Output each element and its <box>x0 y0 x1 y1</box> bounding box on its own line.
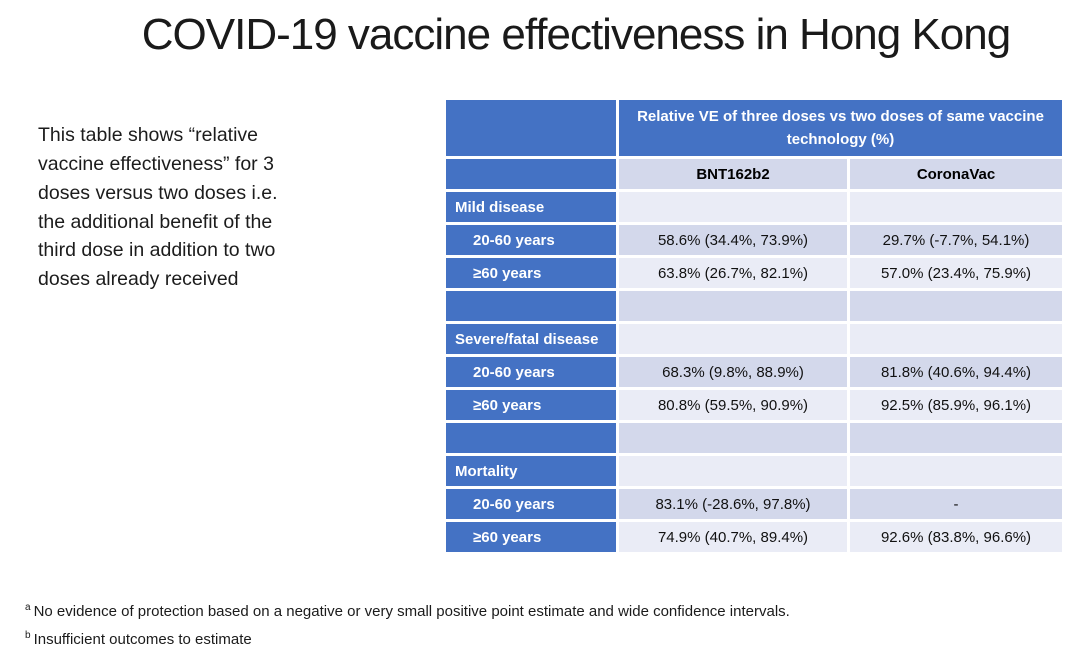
table-row-mild-20-60: 20-60 years 58.6% (34.4%, 73.9%) 29.7% (… <box>446 225 1062 255</box>
age-label: ≥60 years <box>446 258 616 288</box>
bnt-cell <box>619 324 847 354</box>
bnt-cell: 68.3% (9.8%, 88.9%) <box>619 357 847 387</box>
bnt-cell <box>619 423 847 453</box>
table-row-severe-60plus: ≥60 years 80.8% (59.5%, 90.9%) 92.5% (85… <box>446 390 1062 420</box>
corona-cell <box>850 456 1062 486</box>
column-header-corona: CoronaVac <box>850 159 1062 189</box>
corona-cell: 57.0% (23.4%, 75.9%) <box>850 258 1062 288</box>
bnt-cell: 83.1% (-28.6%, 97.8%) <box>619 489 847 519</box>
table-row-mortality-60plus: ≥60 years 74.9% (40.7%, 89.4%) 92.6% (83… <box>446 522 1062 552</box>
table-row-spacer <box>446 291 1062 321</box>
age-label: 20-60 years <box>446 357 616 387</box>
corona-cell <box>850 423 1062 453</box>
bnt-cell: 58.6% (34.4%, 73.9%) <box>619 225 847 255</box>
footnote-b-text: Insufficient outcomes to estimate <box>33 631 252 649</box>
table-row-mortality: Mortality <box>446 456 1062 486</box>
table-row-spacer <box>446 423 1062 453</box>
age-label: 20-60 years <box>446 225 616 255</box>
merged-header-cell: Relative VE of three doses vs two doses … <box>619 100 1062 156</box>
bnt-cell: 80.8% (59.5%, 90.9%) <box>619 390 847 420</box>
footnote-a-text: No evidence of protection based on a neg… <box>33 603 790 620</box>
footnote-a-marker: a <box>25 602 31 613</box>
column-header-row: BNT162b2 CoronaVac <box>446 159 1062 189</box>
footnotes: a No evidence of protection based on a ne… <box>25 601 790 655</box>
corona-cell: 81.8% (40.6%, 94.4%) <box>850 357 1062 387</box>
bnt-cell <box>619 192 847 222</box>
section-label: Severe/fatal disease <box>446 324 616 354</box>
corona-cell <box>850 324 1062 354</box>
relative-ve-table: Relative VE of three doses vs two doses … <box>443 97 1065 555</box>
footnote-a: a No evidence of protection based on a ne… <box>25 601 790 622</box>
table-row-mortality-20-60: 20-60 years 83.1% (-28.6%, 97.8%) - <box>446 489 1062 519</box>
table-row-severe-20-60: 20-60 years 68.3% (9.8%, 88.9%) 81.8% (4… <box>446 357 1062 387</box>
bnt-cell: 74.9% (40.7%, 89.4%) <box>619 522 847 552</box>
corner-cell <box>446 159 616 189</box>
table-row-mild-60plus: ≥60 years 63.8% (26.7%, 82.1%) 57.0% (23… <box>446 258 1062 288</box>
bnt-cell <box>619 291 847 321</box>
age-label: ≥60 years <box>446 522 616 552</box>
corner-cell <box>446 100 616 156</box>
footnote-b: b Insufficient outcomes to estimate <box>25 629 790 650</box>
table-row-severe-disease: Severe/fatal disease <box>446 324 1062 354</box>
section-label: Mild disease <box>446 192 616 222</box>
bnt-cell <box>619 456 847 486</box>
blank-label <box>446 423 616 453</box>
bnt-cell: 63.8% (26.7%, 82.1%) <box>619 258 847 288</box>
corona-cell: 29.7% (-7.7%, 54.1%) <box>850 225 1062 255</box>
corona-cell: 92.5% (85.9%, 96.1%) <box>850 390 1062 420</box>
column-header-bnt: BNT162b2 <box>619 159 847 189</box>
footnote-b-marker: b <box>25 630 31 642</box>
corona-cell: - <box>850 489 1062 519</box>
age-label: 20-60 years <box>446 489 616 519</box>
blank-label <box>446 291 616 321</box>
corona-cell <box>850 192 1062 222</box>
table-row-mild-disease: Mild disease <box>446 192 1062 222</box>
corona-cell <box>850 291 1062 321</box>
page-title: COVID-19 vaccine effectiveness in Hong K… <box>141 10 1011 59</box>
age-label: ≥60 years <box>446 390 616 420</box>
section-label: Mortality <box>446 456 616 486</box>
corona-cell: 92.6% (83.8%, 96.6%) <box>850 522 1062 552</box>
description-text: This table shows “relative vaccine effec… <box>38 124 278 291</box>
table-header-row: Relative VE of three doses vs two doses … <box>446 100 1062 156</box>
